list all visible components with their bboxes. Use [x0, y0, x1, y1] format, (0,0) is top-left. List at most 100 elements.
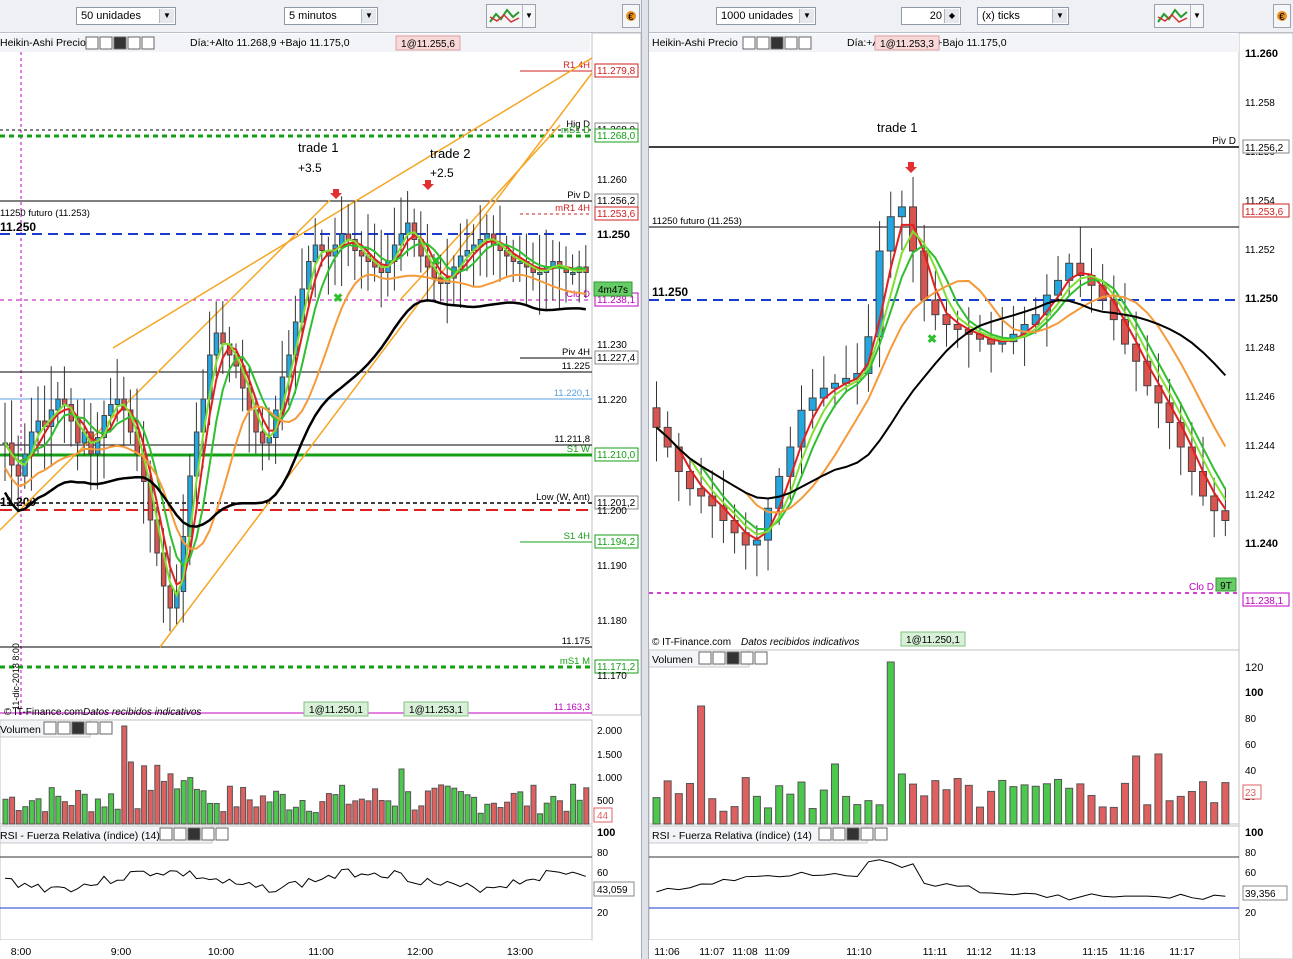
right-indicators-button[interactable]: ▼ — [1154, 4, 1204, 28]
annotation-trade1: trade 1 — [298, 140, 338, 155]
right-volume-header-window-icon[interactable] — [740, 651, 754, 665]
volume-bar — [490, 802, 497, 825]
right-xtick-6: 11:12 — [966, 946, 992, 958]
volume-bar — [953, 778, 962, 825]
left-ytick-1: 11.250 — [597, 229, 630, 241]
left-indicators-button[interactable]: ▼ — [486, 4, 536, 28]
right-volume-header-close-icon[interactable] — [726, 651, 740, 665]
right-ticks-unit-select[interactable]: (x) ticks ▼ — [977, 7, 1069, 25]
volume-bar — [875, 804, 884, 825]
volume-bar — [897, 773, 906, 825]
rsi-header-close-icon[interactable] — [187, 827, 201, 841]
spin-icon[interactable]: ◆ — [944, 9, 959, 23]
buy-cross-icon: ✖ — [431, 254, 441, 268]
left-price-area — [0, 33, 592, 715]
right-volume-header-arrow-up-icon[interactable] — [754, 651, 768, 665]
volume-bar — [830, 763, 839, 825]
right-volume-header-wrench-icon[interactable] — [698, 651, 712, 665]
left-qty-select[interactable]: 50 unidades ▼ — [76, 7, 176, 25]
right-header-window-icon[interactable] — [784, 36, 798, 50]
chevron-down-icon[interactable]: ▼ — [159, 9, 174, 23]
volume-bar — [942, 789, 951, 825]
left-header-wrench-icon[interactable] — [85, 36, 99, 50]
level-label-10: S1 W — [567, 444, 590, 455]
level-label-2: mS1 D — [561, 125, 590, 136]
left-header-arrow-up-icon[interactable] — [141, 36, 155, 50]
right-source-label: © IT-Finance.com — [652, 637, 731, 648]
rsi-header-arrow-up-icon[interactable] — [215, 827, 229, 841]
right-rsi-header-close-icon[interactable] — [846, 827, 860, 841]
rsi-header-image-icon[interactable] — [173, 827, 187, 841]
volume-bar — [523, 805, 530, 825]
chevron-down-icon[interactable]: ▼ — [1190, 5, 1203, 27]
pane-splitter[interactable] — [641, 0, 649, 959]
right-chart-pane: 1000 unidades ▼ 20 ◆ (x) ticks ▼ ▼ € Heikin… — [649, 0, 1293, 959]
right-header-image-icon[interactable] — [756, 36, 770, 50]
level-price-box-2 — [594, 128, 639, 143]
left-header-close-icon[interactable] — [113, 36, 127, 50]
volume-bar — [457, 791, 464, 825]
volume-bar — [484, 803, 491, 825]
volume-header-wrench-icon[interactable] — [43, 721, 57, 735]
volume-bar — [141, 765, 148, 825]
right-qty-select[interactable]: 1000 unidades ▼ — [716, 7, 816, 25]
annotation-trade1-value: +3.5 — [298, 161, 322, 175]
volume-bar — [114, 808, 121, 825]
right-volume-tick-1: 100 — [1245, 687, 1263, 699]
right-ytick-1: 11.258 — [1245, 98, 1275, 109]
candle-body — [1210, 495, 1219, 512]
chevron-down-icon[interactable]: ▼ — [1052, 9, 1067, 23]
right-time-axis — [649, 940, 1239, 959]
right-volume-tick-2: 80 — [1245, 714, 1257, 725]
right-rsi-header-image-icon[interactable] — [832, 827, 846, 841]
candle-body — [931, 299, 940, 316]
rsi-header-wrench-icon[interactable] — [159, 827, 173, 841]
left-chart-canvas[interactable]: Heikin-Ashi Precio Día:+Alto 11.268,9 +Ba… — [0, 0, 641, 959]
right-tick-timer: 9T — [1220, 581, 1232, 592]
candle-body — [1221, 510, 1230, 522]
left-link-button[interactable]: € — [622, 4, 640, 28]
right-volume-header-image-icon[interactable] — [712, 651, 726, 665]
right-futuro-label: 11250 futuro (11.253) — [652, 216, 742, 227]
volume-bar — [1132, 755, 1141, 825]
volume-bar — [332, 794, 339, 825]
right-ytick-7: 11.246 — [1245, 392, 1275, 403]
right-rsi-header-arrow-up-icon[interactable] — [874, 827, 888, 841]
volume-header-window-icon[interactable] — [85, 721, 99, 735]
right-pivot-label: Piv D — [1212, 136, 1236, 147]
volume-header-close-icon[interactable] — [71, 721, 85, 735]
right-header-arrow-up-icon[interactable] — [798, 36, 812, 50]
volume-bar — [920, 795, 929, 825]
volume-bar — [385, 800, 392, 825]
right-header-wrench-icon[interactable] — [742, 36, 756, 50]
right-rsi-header-wrench-icon[interactable] — [818, 827, 832, 841]
left-header-window-icon[interactable] — [127, 36, 141, 50]
right-link-button[interactable]: € — [1273, 4, 1291, 28]
candle-body — [886, 216, 895, 252]
right-close-label: Clo D — [1189, 582, 1214, 593]
chevron-down-icon[interactable]: ▼ — [799, 9, 814, 23]
volume-header-image-icon[interactable] — [57, 721, 71, 735]
rsi-header-window-icon[interactable] — [201, 827, 215, 841]
right-ticks-input[interactable]: 20 ◆ — [901, 7, 961, 25]
left-period-select[interactable]: 5 minutos ▼ — [284, 7, 378, 25]
left-qty-value: 50 unidades — [81, 10, 141, 22]
left-header-image-icon[interactable] — [99, 36, 113, 50]
volume-bar — [88, 811, 95, 825]
right-rsi-header-window-icon[interactable] — [860, 827, 874, 841]
right-header-close-icon[interactable] — [770, 36, 784, 50]
right-volume-tick-0: 120 — [1245, 662, 1263, 674]
volume-bar — [964, 784, 973, 825]
volume-tick-3: 500 — [597, 796, 614, 807]
chevron-down-icon[interactable]: ▼ — [361, 9, 376, 23]
rsi-value-box — [593, 881, 635, 897]
volume-header-arrow-up-icon[interactable] — [99, 721, 113, 735]
rsi-tick-2: 60 — [597, 868, 609, 879]
volume-bar — [1076, 783, 1085, 825]
volume-bar — [233, 806, 240, 825]
chevron-down-icon[interactable]: ▼ — [522, 5, 535, 27]
volume-bar — [174, 788, 181, 825]
volume-bar — [1143, 804, 1152, 825]
right-xtick-10: 11:17 — [1169, 946, 1195, 958]
